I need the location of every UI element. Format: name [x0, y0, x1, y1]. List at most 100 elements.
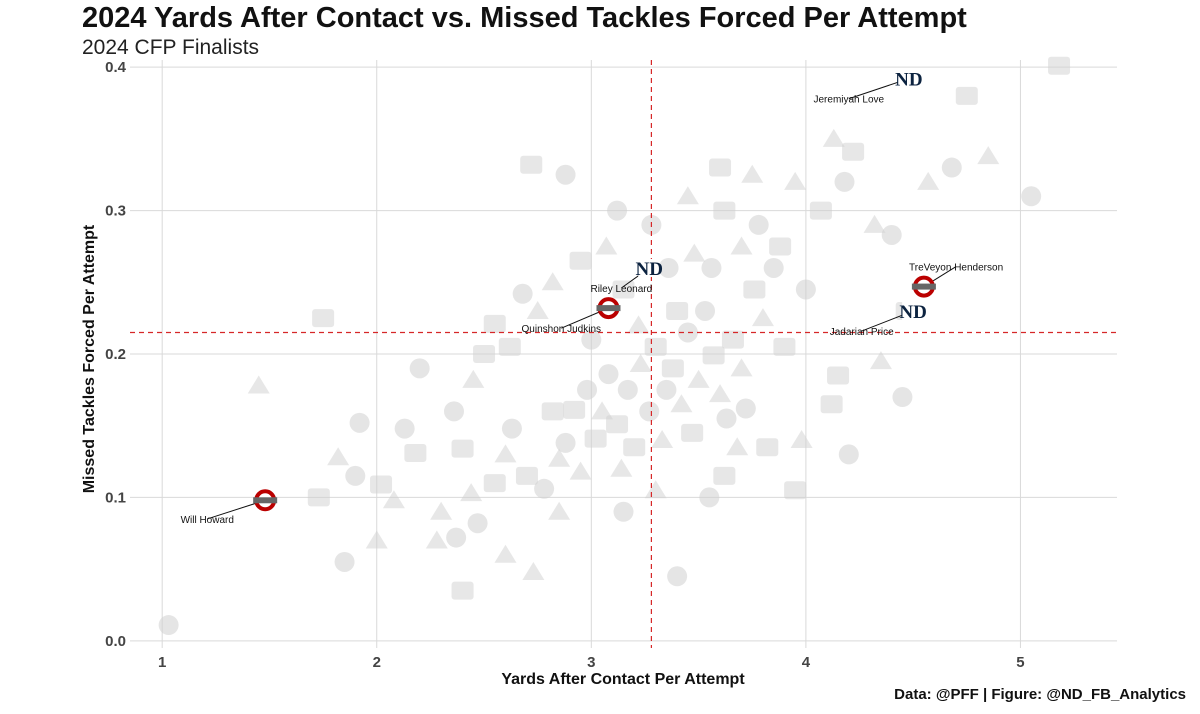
team-logo-point — [748, 214, 769, 235]
team-logo-point — [370, 475, 393, 494]
team-logo-point — [756, 438, 779, 457]
player-label: Riley Leonard — [590, 284, 652, 295]
team-logo-point — [548, 501, 571, 520]
team-logo-point — [158, 615, 179, 636]
team-logo-point — [569, 461, 592, 480]
team-logo-point — [743, 280, 766, 299]
team-logo-point — [307, 488, 330, 507]
team-logo-point — [827, 366, 850, 385]
team-logo-point — [695, 300, 716, 321]
ohio-state-logo-band — [911, 283, 936, 290]
team-logo-point — [790, 430, 813, 449]
team-logo-point — [498, 337, 521, 356]
team-logo-point — [382, 490, 405, 509]
team-logo-point — [651, 430, 674, 449]
team-logo-point — [610, 458, 633, 477]
y-tick-label: 0.0 — [105, 633, 126, 650]
team-logo-point — [312, 309, 335, 328]
team-logo-point — [522, 561, 545, 580]
team-logo-point — [730, 358, 753, 377]
team-logo-point — [842, 142, 865, 161]
team-logo-point — [577, 379, 598, 400]
team-logo-point — [623, 438, 646, 457]
team-logo-point — [881, 224, 902, 245]
team-logo-point — [677, 322, 698, 343]
team-logo-point — [676, 186, 699, 205]
team-logo-point — [763, 257, 784, 278]
y-tick-label: 0.2 — [105, 346, 126, 363]
team-logo-point — [394, 418, 415, 439]
team-logo-point — [451, 581, 474, 600]
x-axis-ticks: 1 2 3 4 5 — [158, 654, 1025, 671]
team-logo-point — [639, 401, 660, 422]
team-logo-point — [834, 171, 855, 192]
y-axis-ticks: 0.0 0.1 0.2 0.3 0.4 — [105, 59, 127, 650]
team-logo-point — [555, 432, 576, 453]
team-logo-point — [345, 465, 366, 486]
team-logo-point — [627, 315, 650, 334]
x-axis-title: Yards After Contact Per Attempt — [501, 671, 745, 688]
team-logo-point — [584, 429, 607, 448]
team-logo-point — [629, 354, 652, 373]
chart-title: 2024 Yards After Contact vs. Missed Tack… — [82, 2, 967, 34]
team-logo-point — [773, 337, 796, 356]
team-logo-point — [681, 423, 704, 442]
team-logo-point — [598, 364, 619, 385]
team-logo-point — [644, 337, 667, 356]
team-logo-point — [607, 200, 628, 221]
team-logo-point — [892, 387, 913, 408]
team-logo-point — [820, 395, 843, 414]
team-logo-point — [425, 530, 448, 549]
team-logo-point — [701, 257, 722, 278]
team-logo-point — [644, 480, 667, 499]
team-logo-point — [769, 237, 792, 256]
team-logo-point — [795, 279, 816, 300]
team-logo-point — [473, 345, 496, 363]
team-logo-point — [709, 158, 732, 177]
team-logo-point — [784, 171, 807, 190]
highlighted-player: ND Jadarian Price — [830, 301, 927, 338]
team-logo-point — [838, 444, 859, 465]
team-logo-point — [1048, 56, 1071, 75]
team-logo-point — [460, 483, 483, 502]
highlighted-player: ND Jeremiyah Love — [813, 69, 923, 106]
player-label: Jeremiyah Love — [813, 95, 884, 106]
team-logo-point — [809, 201, 832, 220]
team-logo-point — [612, 280, 635, 299]
team-logo-point — [526, 300, 549, 319]
team-logo-point — [501, 418, 522, 439]
data-source-caption: Data: @PFF | Figure: @ND_FB_Analytics — [894, 686, 1186, 703]
team-logo-point — [726, 437, 749, 456]
notre-dame-logo: ND — [899, 302, 926, 323]
team-logo-point — [666, 301, 689, 320]
ohio-state-logo-band — [253, 497, 278, 504]
team-logo-point — [409, 358, 430, 379]
team-logo-point — [699, 487, 720, 508]
team-logo-point — [613, 501, 634, 522]
ohio-state-logo-band — [596, 305, 621, 312]
team-logo-point — [430, 501, 453, 520]
team-logo-point — [591, 401, 614, 420]
team-logo-point — [349, 412, 370, 433]
team-logo-point — [334, 551, 355, 572]
notre-dame-logo: ND — [895, 70, 922, 91]
team-logo-point — [917, 171, 940, 190]
team-logo-point — [869, 351, 892, 370]
team-logo-point — [446, 527, 467, 548]
team-logo-point — [751, 308, 774, 327]
y-tick-label: 0.4 — [105, 59, 127, 76]
team-logo-point — [709, 384, 732, 403]
team-logo-point — [730, 236, 753, 255]
team-logo-point — [735, 398, 756, 419]
team-logo-point — [327, 447, 350, 466]
notre-dame-logo-bg — [638, 258, 661, 277]
team-logo-point — [512, 283, 533, 304]
notre-dame-logo: ND — [636, 259, 663, 280]
team-logo-point — [404, 443, 427, 462]
team-logo-point — [863, 214, 886, 233]
team-logo-point — [247, 375, 270, 394]
highlighted-players: ND Jeremiyah Love TreVeyon Henderson ND Jada… — [181, 69, 1003, 526]
gridlines — [130, 60, 1117, 648]
team-logo-point — [520, 155, 543, 174]
player-label: Jadarian Price — [830, 327, 894, 338]
